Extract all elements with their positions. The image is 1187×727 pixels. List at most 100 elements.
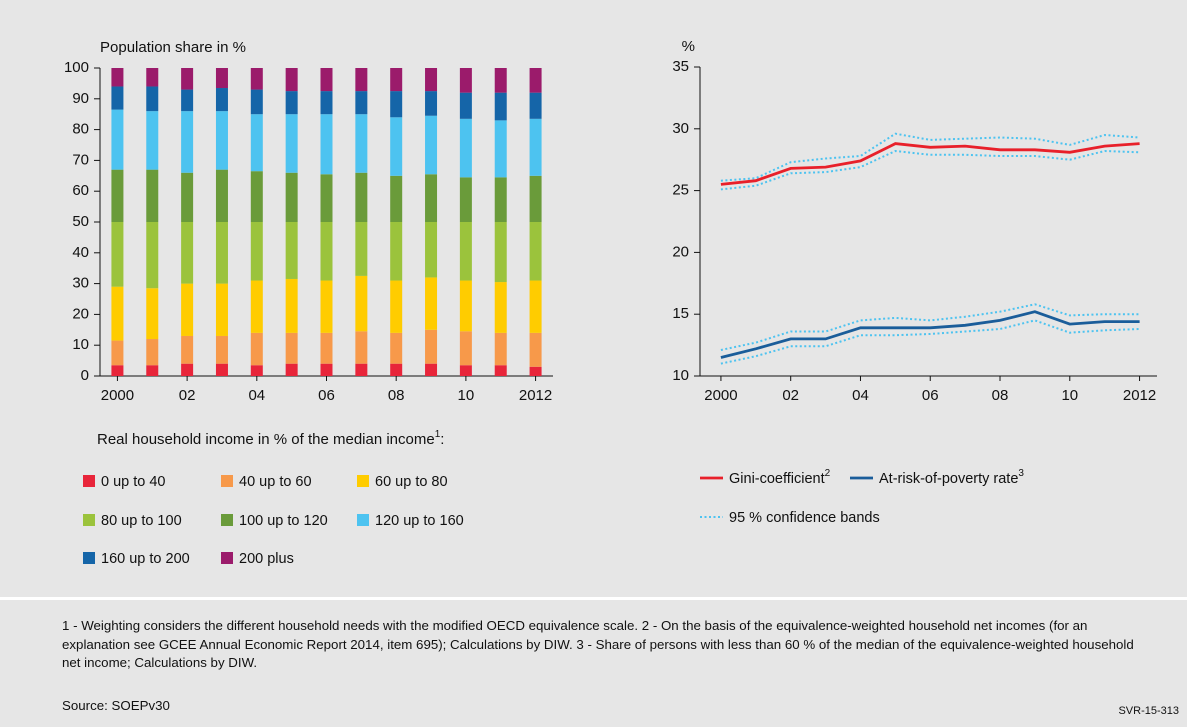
bar-segment xyxy=(529,332,542,367)
bar-segment xyxy=(181,89,194,112)
bar-segment xyxy=(111,169,124,222)
bar-segment xyxy=(459,177,472,222)
x-tick-label: 10 xyxy=(1061,387,1078,404)
bar-segment xyxy=(459,331,472,366)
source: Source: SOEPv30 xyxy=(62,698,170,713)
bar-segment xyxy=(181,363,194,376)
y-axis-label: Population share in % xyxy=(100,39,246,56)
legend-swatch xyxy=(221,475,233,487)
x-tick-label: 04 xyxy=(852,387,869,404)
bar-segment xyxy=(250,68,263,90)
bar-segment xyxy=(355,275,368,332)
bar-segment xyxy=(390,117,403,176)
bar-segment xyxy=(181,335,194,364)
bar-segment xyxy=(111,286,124,341)
footnote-mark: 3 xyxy=(1018,468,1024,479)
bar-segment xyxy=(390,175,403,222)
legend-title-end: : xyxy=(440,431,444,448)
bar-segment xyxy=(390,280,403,333)
y-tick-label: 10 xyxy=(72,336,89,353)
bar-segment xyxy=(425,68,438,92)
bar-segment xyxy=(390,91,403,118)
bar-segment xyxy=(181,68,194,90)
bar-segment xyxy=(494,120,507,178)
footnote-mark: 2 xyxy=(825,468,831,479)
y-tick-label: 25 xyxy=(672,182,689,199)
bar-segment xyxy=(425,222,438,278)
bar-segment xyxy=(355,363,368,376)
bar-segment xyxy=(355,91,368,115)
bar-segment xyxy=(285,68,298,92)
bar-segment xyxy=(459,365,472,376)
legend-swatch xyxy=(357,514,369,526)
bar-segment xyxy=(215,222,228,284)
bar-segment xyxy=(215,283,228,336)
y-tick-label: 15 xyxy=(672,305,689,322)
bar-segment xyxy=(181,111,194,173)
footnote-mark: 1 xyxy=(435,429,441,440)
bar-segment xyxy=(250,114,263,172)
y-tick-label: 60 xyxy=(72,182,89,199)
bar-segment xyxy=(285,91,298,115)
confidence-band xyxy=(720,149,1140,191)
bar-segment xyxy=(494,92,507,121)
y-tick-label: 20 xyxy=(72,305,89,322)
bar-segment xyxy=(215,335,228,364)
legend-swatch xyxy=(357,475,369,487)
bar-segment xyxy=(285,222,298,279)
legend-label-text: Gini-coefficient xyxy=(729,471,825,487)
y-tick-label: 100 xyxy=(64,59,89,76)
y-tick-label: 35 xyxy=(672,58,689,75)
bar-segment xyxy=(250,332,263,366)
bar-segment xyxy=(390,363,403,376)
legend-label: 200 plus xyxy=(239,551,294,567)
bar-segment xyxy=(285,278,298,333)
x-tick-label: 08 xyxy=(388,387,405,404)
y-tick-label: 50 xyxy=(72,213,89,230)
bar-segment xyxy=(146,68,159,87)
bar-segment xyxy=(146,169,159,222)
bar-segment xyxy=(320,68,333,92)
bar-segment xyxy=(320,280,333,333)
x-tick-label: 2000 xyxy=(704,387,737,404)
bar-segment xyxy=(529,175,542,222)
bar-segment xyxy=(529,366,542,376)
bar-segment xyxy=(390,222,403,281)
x-tick-label: 04 xyxy=(248,387,265,404)
x-tick-label: 08 xyxy=(992,387,1009,404)
legend-swatch xyxy=(221,552,233,564)
x-tick-label: 02 xyxy=(782,387,799,404)
bar-segment xyxy=(494,365,507,376)
x-tick-label: 06 xyxy=(922,387,939,404)
bar-segment xyxy=(320,332,333,364)
bar-segment xyxy=(111,340,124,366)
bar-segment xyxy=(111,86,124,110)
y-tick-label: 20 xyxy=(672,243,689,260)
bar-segment xyxy=(529,68,542,93)
bar-segment xyxy=(494,177,507,222)
bar-segment xyxy=(355,68,368,92)
y-tick-label: 0 xyxy=(81,367,89,384)
y-tick-label: 30 xyxy=(672,120,689,137)
y-tick-label: 70 xyxy=(72,151,89,168)
bar-segment xyxy=(181,172,194,222)
y-tick-label: 40 xyxy=(72,244,89,261)
bar-segment xyxy=(146,288,159,340)
confidence-band xyxy=(720,132,1140,182)
bar-segment xyxy=(320,174,333,222)
legend-label: 120 up to 160 xyxy=(375,513,464,529)
bar-segment xyxy=(285,114,298,173)
line xyxy=(720,310,1140,359)
legend-swatch xyxy=(83,475,95,487)
line xyxy=(720,142,1140,186)
bar-segment xyxy=(459,280,472,332)
chart-code: SVR-15-313 xyxy=(1118,705,1179,717)
bar-segment xyxy=(250,222,263,281)
bar-segment xyxy=(146,111,159,170)
x-tick-label: 2012 xyxy=(1123,387,1156,404)
x-tick-label: 06 xyxy=(318,387,335,404)
bar-segment xyxy=(250,89,263,115)
bar-segment xyxy=(146,339,159,366)
y-tick-label: 90 xyxy=(72,90,89,107)
